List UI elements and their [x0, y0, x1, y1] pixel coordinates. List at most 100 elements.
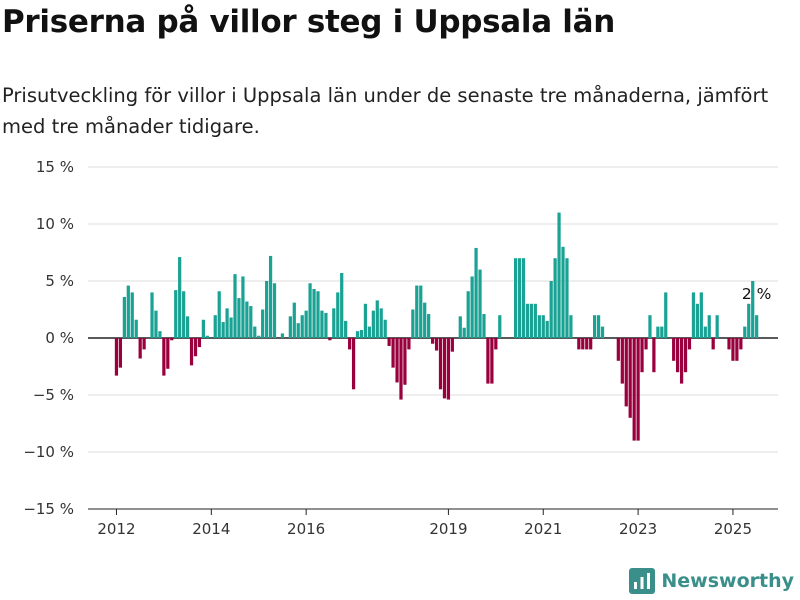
bar — [636, 338, 640, 441]
bar — [687, 338, 692, 350]
bar — [529, 303, 534, 338]
bar — [375, 300, 379, 338]
bar — [320, 310, 324, 338]
x-tick-label: 2021 — [524, 520, 562, 538]
newsworthy-logo-text: Newsworthy — [661, 570, 794, 592]
bar — [735, 338, 739, 361]
bar — [174, 290, 178, 338]
bar — [359, 330, 364, 338]
newsworthy-logo[interactable]: Newsworthy — [629, 568, 794, 594]
y-tick-label: 0 % — [45, 329, 74, 347]
bar — [664, 292, 668, 338]
bar — [391, 338, 395, 368]
bar — [348, 338, 352, 350]
bar — [656, 326, 660, 338]
bar — [213, 315, 217, 338]
bar — [458, 316, 462, 338]
bar — [466, 291, 470, 338]
y-tick-label: 15 % — [36, 158, 74, 176]
bar — [494, 338, 498, 350]
bar — [537, 315, 541, 338]
bar — [312, 288, 316, 338]
bar — [616, 338, 620, 361]
bar — [142, 338, 146, 350]
bar — [324, 312, 328, 338]
bar — [438, 338, 443, 390]
bar — [185, 316, 190, 338]
bar — [660, 326, 664, 338]
bar — [166, 338, 170, 369]
y-tick-label: 5 % — [45, 272, 74, 290]
page-subtitle: Prisutveckling för villor i Uppsala län … — [2, 84, 769, 138]
bar — [533, 303, 537, 338]
bar — [411, 309, 415, 338]
x-tick-label: 2019 — [429, 520, 467, 538]
bar — [593, 315, 597, 338]
x-tick-label: 2014 — [192, 520, 230, 538]
bar — [371, 310, 375, 338]
axes: 15 % 10 % 5 % 0 % −5 % −10 % −15 % 2012 2014 2016… — [23, 158, 778, 538]
bar — [126, 285, 130, 338]
bar — [138, 338, 142, 359]
bar — [114, 338, 119, 376]
bar — [585, 338, 589, 350]
bar — [652, 338, 656, 373]
bar — [462, 327, 466, 338]
bar — [640, 338, 644, 373]
bar — [403, 338, 407, 385]
bar — [336, 292, 340, 338]
bar — [707, 315, 711, 338]
x-tick-label: 2023 — [619, 520, 657, 538]
bar — [442, 338, 447, 399]
bar — [308, 283, 312, 338]
bar — [205, 335, 209, 338]
bar — [577, 338, 581, 350]
labels: 2 % — [742, 285, 772, 303]
bar — [154, 310, 158, 338]
bar — [189, 338, 194, 366]
bar — [178, 257, 182, 338]
bar — [675, 338, 680, 373]
bar — [561, 246, 565, 338]
bar — [632, 338, 636, 441]
bar — [751, 281, 755, 338]
bar — [363, 303, 368, 338]
bar — [727, 338, 731, 350]
bar — [316, 291, 320, 338]
bar — [217, 291, 221, 338]
bar — [395, 338, 399, 383]
bar — [521, 258, 526, 338]
bar — [407, 338, 411, 350]
bar — [265, 281, 269, 338]
bar — [344, 320, 348, 338]
bar — [478, 269, 482, 338]
bar — [679, 338, 684, 384]
bar — [296, 323, 300, 338]
bar — [600, 326, 605, 338]
bar — [162, 338, 166, 376]
bar — [427, 314, 431, 338]
bar — [170, 338, 174, 341]
bar — [182, 291, 186, 338]
y-tick-label: −5 % — [33, 386, 74, 404]
bar — [565, 258, 569, 338]
bar — [553, 258, 557, 338]
bar — [486, 338, 490, 384]
price-change-chart: 15 % 10 % 5 % 0 % −5 % −10 % −15 % 2012 2014 2016… — [23, 158, 778, 538]
bar — [434, 338, 439, 351]
bar — [525, 303, 530, 338]
bar — [755, 315, 759, 338]
bar — [423, 302, 427, 338]
bar — [549, 281, 553, 338]
bar — [739, 338, 743, 350]
bar — [118, 338, 123, 368]
bar — [379, 308, 383, 338]
bar — [272, 283, 277, 338]
newsworthy-logo-icon — [629, 568, 656, 594]
bar — [581, 338, 585, 350]
bar — [683, 338, 688, 373]
y-tick-label: −10 % — [23, 443, 74, 461]
bar — [197, 338, 202, 348]
page-title: Priserna på villor steg i Uppsala län — [2, 4, 616, 40]
bar — [261, 309, 265, 338]
